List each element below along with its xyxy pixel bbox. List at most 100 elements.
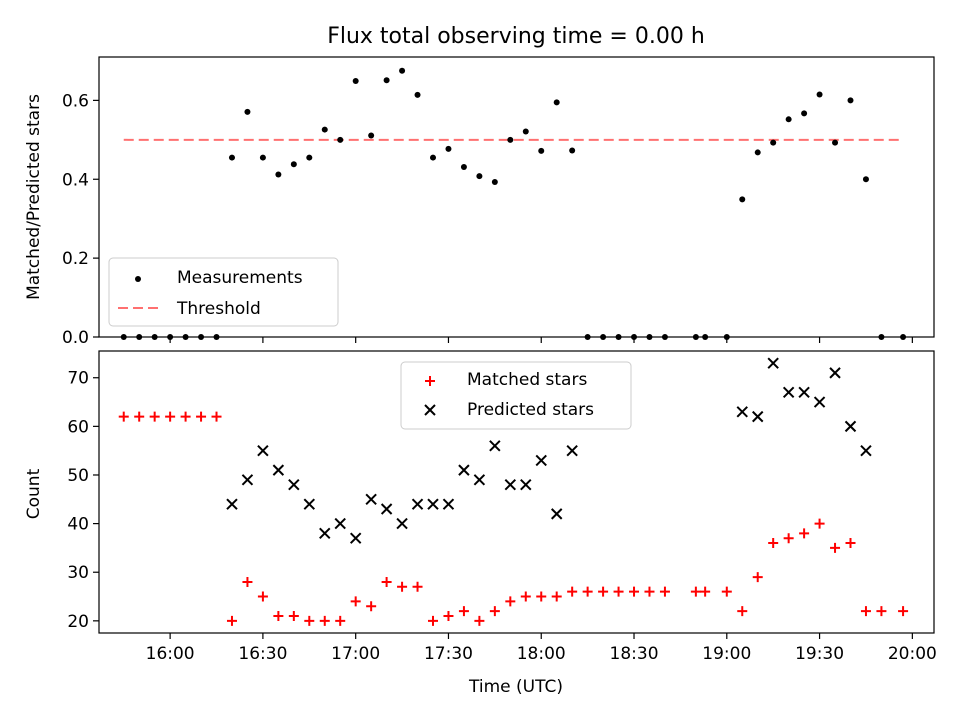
predicted-star-point xyxy=(349,532,362,544)
bottom-x-tick-label: 17:30 xyxy=(424,644,473,664)
matched-star-point xyxy=(876,606,887,617)
bottom-x-tick-label: 20:00 xyxy=(888,644,937,664)
measurement-point xyxy=(538,147,545,154)
top-y-tick-label: 0.4 xyxy=(62,170,89,190)
matched-star-point xyxy=(381,576,392,587)
measurement-point xyxy=(120,334,127,340)
bottom-x-tick-label: 17:00 xyxy=(331,644,380,664)
measurement-point xyxy=(600,334,607,340)
bottom-y-tick-label: 30 xyxy=(67,563,89,583)
top-y-tick-label: 0.0 xyxy=(62,328,89,348)
matched-star-point xyxy=(257,591,268,602)
measurement-point xyxy=(862,176,869,183)
matched-star-point xyxy=(505,596,516,607)
predicted-star-point xyxy=(844,420,857,433)
matched-star-point xyxy=(489,606,500,617)
matched-star-point xyxy=(335,615,346,626)
matched-star-point xyxy=(412,581,423,592)
predicted-star-point xyxy=(566,444,578,457)
matched-star-point xyxy=(211,411,222,422)
measurement-point xyxy=(337,136,344,143)
measurement-point xyxy=(569,147,576,154)
measurement-point xyxy=(702,334,709,340)
matched-star-point xyxy=(659,586,670,597)
matched-star-point xyxy=(783,533,794,544)
measurement-point xyxy=(151,334,158,340)
matched-star-point xyxy=(165,411,176,422)
matched-star-point xyxy=(350,596,361,607)
predicted-star-point xyxy=(535,454,547,467)
predicted-star-point xyxy=(226,498,238,510)
bottom-y-tick-label: 40 xyxy=(67,515,89,535)
measurement-point xyxy=(445,145,452,152)
bottom-x-tick-label: 18:30 xyxy=(610,644,659,664)
measurement-point xyxy=(399,67,406,74)
measurement-point xyxy=(522,128,529,135)
top-panel: 0.0 0.2 0.4 0.6 Measurements Threshold xyxy=(62,56,935,348)
measurement-point xyxy=(646,334,653,340)
top-y-axis-label: Matched/Predicted stars xyxy=(24,94,44,300)
predicted-star-point xyxy=(520,478,532,491)
measurement-point xyxy=(476,173,483,180)
matched-star-point xyxy=(319,615,330,626)
matched-star-point xyxy=(149,411,160,422)
measurement-point xyxy=(785,116,792,123)
predicted-star-point xyxy=(411,498,424,510)
legend-matched-marker xyxy=(425,376,435,386)
bottom-legend: Matched stars Predicted stars xyxy=(400,361,632,430)
measurement-point xyxy=(878,334,885,340)
matched-star-point xyxy=(737,606,748,617)
bottom-y-axis-label: Count xyxy=(24,468,44,519)
measurement-point xyxy=(832,139,839,146)
matched-star-point xyxy=(180,411,191,422)
predicted-star-point xyxy=(829,367,841,379)
predicted-star-point xyxy=(334,517,346,530)
measurement-point xyxy=(507,136,514,143)
measurement-point xyxy=(182,334,189,340)
measurement-point xyxy=(739,196,746,203)
matched-star-point xyxy=(443,610,454,621)
measurement-point xyxy=(631,334,638,340)
bottom-x-tick-label: 16:00 xyxy=(146,644,195,664)
matched-star-point xyxy=(242,576,253,587)
bottom-x-tick-label: 19:30 xyxy=(795,644,844,664)
measurement-point xyxy=(259,154,266,161)
measurement-point xyxy=(352,78,359,85)
measurement-point xyxy=(306,154,313,161)
bottom-x-tick-label: 16:30 xyxy=(238,644,287,664)
matched-star-point xyxy=(690,586,701,597)
matched-star-point xyxy=(536,591,547,602)
matched-star-point xyxy=(582,586,593,597)
predicted-star-point xyxy=(319,527,331,540)
matched-star-point xyxy=(458,606,469,617)
matched-star-point xyxy=(520,591,531,602)
matched-star-point xyxy=(768,538,779,549)
measurement-point xyxy=(430,154,436,161)
measurement-point xyxy=(321,126,328,133)
matched-star-point xyxy=(226,615,237,626)
matched-star-point xyxy=(134,411,145,422)
measurement-point xyxy=(754,149,761,156)
matched-star-point xyxy=(644,586,655,597)
bottom-panel: 20 30 40 50 60 70 16:00 16:30 17:00 17:30 18:00 18:… xyxy=(67,350,937,664)
predicted-star-point xyxy=(550,508,563,520)
matched-star-point xyxy=(397,581,408,592)
measurement-point xyxy=(275,171,282,178)
predicted-star-point xyxy=(272,464,285,476)
x-axis-label: Time (UTC) xyxy=(468,677,563,697)
legend-measurements-marker xyxy=(135,276,141,282)
measurement-point xyxy=(816,91,823,98)
bottom-y-tick-label: 20 xyxy=(67,612,89,632)
matched-star-point xyxy=(304,615,315,626)
legend-measurements-label: Measurements xyxy=(177,268,303,288)
measurement-point xyxy=(383,77,390,84)
predicted-star-point xyxy=(504,478,517,491)
matched-star-point xyxy=(196,411,207,422)
measurement-point xyxy=(368,132,375,139)
predicted-star-point xyxy=(396,517,408,530)
matched-star-point xyxy=(474,615,485,626)
bottom-x-tick-label: 18:00 xyxy=(517,644,566,664)
measurement-point xyxy=(615,334,622,340)
bottom-x-tick-label: 19:00 xyxy=(702,644,751,664)
